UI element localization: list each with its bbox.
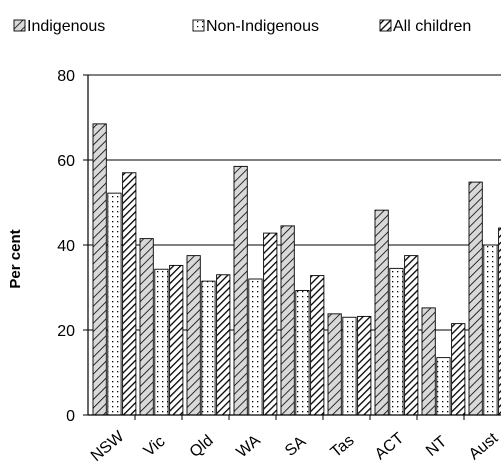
legend-swatch (379, 19, 392, 32)
bar-indigenous-nsw (92, 123, 107, 416)
bar-all-children-act (404, 255, 419, 416)
bar-all-children-aust (498, 227, 501, 416)
bar-indigenous-nt (421, 307, 436, 416)
legend-label: Non-Indigenous (206, 18, 319, 35)
x-tick-label: Vic (141, 433, 169, 460)
legend-label: All children (393, 18, 471, 35)
x-tick-label: NSW (88, 427, 128, 465)
y-tick-label: 40 (57, 238, 75, 255)
bar-indigenous-sa (280, 225, 295, 416)
x-tick-label: Aust (466, 429, 501, 463)
bar-non-indigenous-qld (201, 280, 216, 416)
bar-non-indigenous-nsw (107, 192, 122, 416)
bar-all-children-tas (357, 315, 372, 416)
x-tick-label: NT (423, 433, 450, 460)
legend-label: Indigenous (27, 18, 105, 35)
x-tick-label: SA (282, 433, 310, 460)
y-tick-label: 0 (66, 408, 75, 425)
bar-all-children-wa (263, 232, 278, 416)
bar-all-children-qld (216, 274, 231, 416)
bar-all-children-nt (451, 323, 466, 416)
y-axis-label: Per cent (7, 229, 24, 288)
bar-indigenous-wa (233, 165, 248, 416)
y-tick-label: 80 (57, 68, 75, 85)
bar-all-children-vic (169, 264, 184, 416)
bar-indigenous-aust (468, 181, 483, 416)
bar-indigenous-qld (186, 255, 201, 416)
bar-indigenous-tas (327, 313, 342, 416)
x-tick-label: WA (233, 432, 263, 461)
legend: Indigenous Non-Indigenous All children (13, 18, 471, 35)
bar-non-indigenous-sa (295, 290, 310, 416)
bar-non-indigenous-aust (483, 244, 498, 416)
legend-swatch (192, 19, 205, 32)
bar-all-children-sa (310, 275, 325, 416)
bar-indigenous-act (374, 209, 389, 416)
x-tick-label: Tas (328, 432, 358, 461)
bars (92, 123, 501, 416)
x-tick-label: ACT (372, 430, 408, 464)
bar-non-indigenous-vic (154, 268, 169, 416)
bar-all-children-nsw (122, 172, 137, 416)
bar-indigenous-vic (139, 238, 154, 416)
bar-non-indigenous-wa (248, 278, 263, 416)
legend-swatch (13, 19, 26, 32)
x-tick-label: Qld (187, 432, 217, 461)
bar-non-indigenous-tas (342, 316, 357, 416)
bar-non-indigenous-nt (436, 357, 451, 416)
y-tick-label: 60 (57, 153, 75, 170)
bar-non-indigenous-act (389, 267, 404, 416)
y-tick-label: 20 (57, 323, 75, 340)
